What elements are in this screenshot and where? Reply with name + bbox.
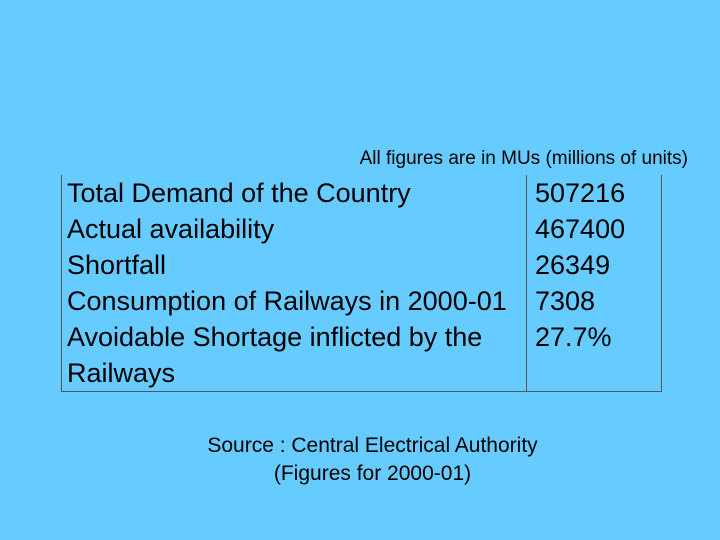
- row-value-total-demand: 507216: [526, 175, 662, 211]
- row-value-actual-availability: 467400: [526, 211, 662, 247]
- source-line: Source : Central Electrical Authority: [207, 434, 538, 457]
- figures-year-line: (Figures for 2000-01): [273, 462, 472, 485]
- table-row: Consumption of Railways in 2000-01 7308: [61, 283, 662, 319]
- table-row: Actual availability 467400: [61, 211, 662, 247]
- units-note: All figures are in MUs (millions of unit…: [359, 148, 688, 169]
- row-label-actual-availability: Actual availability: [61, 211, 527, 247]
- source-note: Source : Central Electrical Authority (F…: [0, 432, 720, 488]
- row-label-shortfall: Shortfall: [61, 247, 527, 283]
- row-label-avoidable-shortage: Avoidable Shortage inflicted by the Rail…: [61, 319, 527, 392]
- table-row: Avoidable Shortage inflicted by the Rail…: [61, 319, 662, 392]
- table-row: Total Demand of the Country 507216: [61, 175, 662, 211]
- row-value-shortfall: 26349: [526, 247, 662, 283]
- row-label-railway-consumption: Consumption of Railways in 2000-01: [61, 283, 527, 319]
- table-row: Shortfall 26349: [61, 247, 662, 283]
- row-value-avoidable-shortage: 27.7%: [526, 319, 662, 392]
- power-statistics-table: Total Demand of the Country 507216 Actua…: [61, 175, 662, 392]
- row-label-total-demand: Total Demand of the Country: [61, 175, 527, 211]
- row-value-railway-consumption: 7308: [526, 283, 662, 319]
